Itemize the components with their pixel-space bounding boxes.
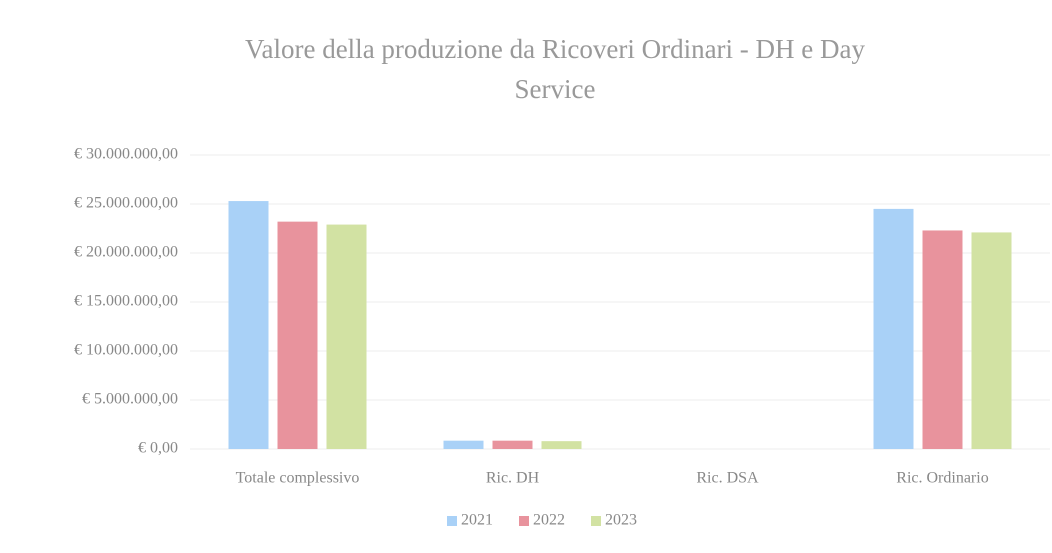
chart-subtitle: Service	[515, 74, 596, 104]
bar	[541, 441, 582, 449]
bar	[492, 440, 533, 449]
y-tick-label: € 30.000.000,00	[74, 146, 178, 163]
x-tick-label: Totale complessivo	[236, 470, 360, 487]
y-tick-label: € 5.000.000,00	[82, 391, 178, 408]
legend-label: 2022	[533, 512, 565, 529]
bar	[873, 208, 914, 449]
x-tick-label: Ric. DH	[486, 470, 540, 487]
legend-label: 2021	[461, 512, 493, 529]
bar	[922, 230, 963, 449]
y-tick-label: € 15.000.000,00	[74, 293, 178, 310]
bar	[326, 224, 367, 449]
y-tick-label: € 20.000.000,00	[74, 244, 178, 261]
legend-swatch	[447, 516, 457, 526]
legend-label: 2023	[605, 512, 637, 529]
legend-swatch	[519, 516, 529, 526]
chart-title: Valore della produzione da Ricoveri Ordi…	[245, 34, 866, 64]
bar	[228, 201, 269, 449]
legend-swatch	[591, 516, 601, 526]
bar	[443, 440, 484, 449]
bar	[277, 221, 318, 449]
bar	[971, 232, 1012, 449]
x-tick-label: Ric. DSA	[696, 470, 759, 487]
x-tick-label: Ric. Ordinario	[896, 470, 988, 487]
y-tick-label: € 10.000.000,00	[74, 342, 178, 359]
y-tick-label: € 25.000.000,00	[74, 195, 178, 212]
y-tick-label: € 0,00	[138, 440, 178, 457]
